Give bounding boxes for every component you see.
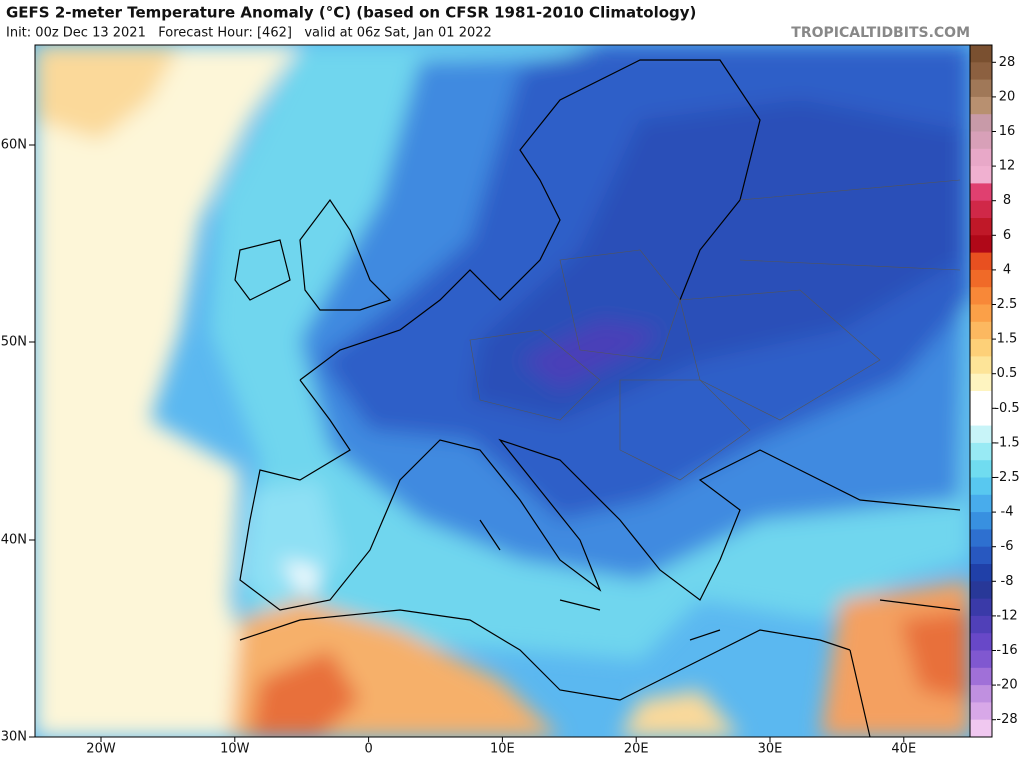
colorbar-cell bbox=[970, 252, 992, 271]
colorbar-cell bbox=[970, 235, 992, 254]
colorbar-cell bbox=[970, 702, 992, 721]
colorbar-cell bbox=[970, 131, 992, 150]
colorbar-label: -28 bbox=[996, 712, 1017, 727]
colorbar-label: 4 bbox=[1003, 262, 1011, 277]
colorbar-cell bbox=[970, 442, 992, 461]
colorbar-cell bbox=[970, 685, 992, 703]
colorbar-label: -12 bbox=[996, 608, 1017, 623]
lon-label: 0 bbox=[364, 742, 372, 757]
colorbar-label: 1.5 bbox=[997, 332, 1018, 347]
colorbar-cell bbox=[970, 391, 992, 409]
colorbar-label: -20 bbox=[996, 678, 1017, 693]
colorbar-label: -1.5 bbox=[994, 435, 1019, 450]
colorbar-label: 20 bbox=[999, 89, 1016, 104]
colorbar-cell bbox=[970, 321, 992, 340]
colorbar-cell bbox=[970, 598, 992, 617]
colorbar-cell bbox=[970, 45, 992, 63]
lon-label: 20W bbox=[86, 742, 116, 757]
colorbar-cell bbox=[970, 460, 992, 478]
colorbar-label: 2.5 bbox=[997, 297, 1018, 312]
colorbar-cell bbox=[970, 218, 992, 236]
colorbar-label: -16 bbox=[996, 643, 1017, 658]
credit: TROPICALTIDBITS.COM bbox=[791, 25, 970, 41]
colorbar-cell bbox=[970, 148, 992, 167]
colorbar-cell bbox=[970, 200, 992, 219]
lon-label: 30E bbox=[758, 742, 783, 757]
colorbar-label: 0.5 bbox=[997, 366, 1018, 381]
colorbar-cell bbox=[970, 408, 992, 427]
colorbar-label: -8 bbox=[1001, 574, 1014, 589]
colorbar-cell bbox=[970, 477, 992, 496]
colorbar-cell bbox=[970, 269, 992, 288]
lat-label: 30N bbox=[1, 730, 27, 745]
colorbar-label: -4 bbox=[1001, 505, 1014, 520]
colorbar-cell bbox=[970, 564, 992, 582]
colorbar-cell bbox=[970, 356, 992, 375]
colorbar-label: -6 bbox=[1001, 539, 1014, 554]
colorbar-label: -2.5 bbox=[994, 470, 1019, 485]
colorbar-cell bbox=[970, 512, 992, 530]
colorbar-cell bbox=[970, 425, 992, 444]
lon-label: 40E bbox=[891, 742, 916, 757]
colorbar-cell bbox=[970, 667, 992, 686]
colorbar: 28 20 16 12 8 6 4 2.5 1.5 0.5 -0.5 -1.5 -2.5 -4 -6 -8 -1… bbox=[969, 44, 1020, 738]
subtitle: Init: 00z Dec 13 2021 Forecast Hour: [46… bbox=[6, 26, 492, 41]
colorbar-cell bbox=[970, 114, 992, 132]
colorbar-cell bbox=[970, 650, 992, 669]
colorbar-cell bbox=[970, 494, 992, 513]
colorbar-label: 16 bbox=[999, 124, 1016, 139]
lat-label: 40N bbox=[1, 533, 27, 548]
colorbar-cell bbox=[970, 62, 992, 81]
colorbar-label: -0.5 bbox=[994, 401, 1019, 416]
colorbar-cell bbox=[970, 287, 992, 305]
colorbar-cell bbox=[970, 581, 992, 600]
colorbar-label: 6 bbox=[1003, 228, 1011, 243]
colorbar-cell bbox=[970, 615, 992, 634]
lat-label: 50N bbox=[1, 335, 27, 350]
colorbar-frame bbox=[969, 44, 993, 738]
colorbar-cell bbox=[970, 373, 992, 392]
colorbar-label: 12 bbox=[999, 159, 1016, 174]
lat-label: 60N bbox=[1, 138, 27, 153]
map bbox=[35, 45, 970, 737]
colorbar-cell bbox=[970, 96, 992, 115]
colorbar-cell bbox=[970, 166, 992, 184]
colorbar-label: 8 bbox=[1003, 193, 1011, 208]
colorbar-label: 28 bbox=[999, 55, 1016, 70]
axes: 60N 50N 40N 30N 20W 10W 0 10E 20E 30E 40E bbox=[1, 138, 916, 757]
colorbar-cell bbox=[970, 529, 992, 548]
colorbar-cell bbox=[970, 719, 992, 738]
colorbar-cell bbox=[970, 339, 992, 357]
lon-label: 20E bbox=[624, 742, 649, 757]
colorbar-cell bbox=[970, 304, 992, 323]
colorbar-cell bbox=[970, 183, 992, 202]
colorbar-cell bbox=[970, 546, 992, 565]
lon-label: 10E bbox=[490, 742, 515, 757]
colorbar-cell bbox=[970, 79, 992, 98]
colorbar-cell bbox=[970, 633, 992, 651]
title: GEFS 2-meter Temperature Anomaly (°C) (b… bbox=[6, 4, 696, 22]
lon-label: 10W bbox=[220, 742, 250, 757]
